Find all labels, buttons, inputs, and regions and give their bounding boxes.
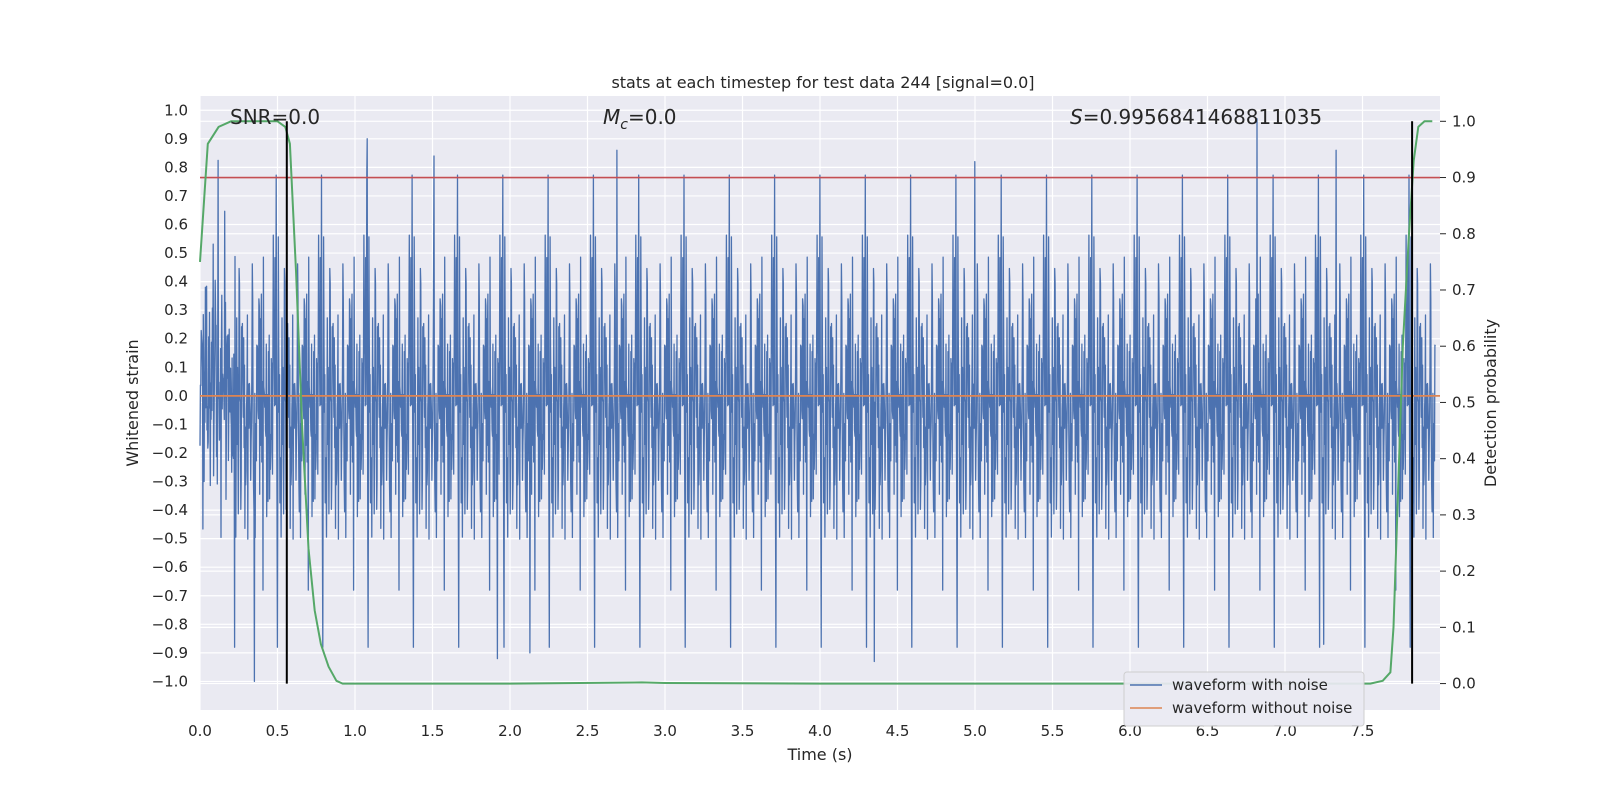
chirp-mass-annotation: Mc=0.0 <box>603 105 677 133</box>
x-tick-label: 2.5 <box>576 722 600 740</box>
mc-symbol: M <box>603 105 620 129</box>
y-tick-label: −0.3 <box>152 473 188 491</box>
y-tick-label: −0.2 <box>152 444 188 462</box>
x-tick-label: 2.0 <box>498 722 522 740</box>
y-axis-label: Whitened strain <box>123 339 142 466</box>
waveform-with-noise-series <box>199 118 1436 683</box>
y-tick-label: 0.5 <box>164 244 188 262</box>
score-annotation: S=0.9956841468811035 <box>1070 105 1322 129</box>
y2-tick-label: 0.9 <box>1452 169 1476 187</box>
s-symbol: S <box>1070 105 1083 129</box>
x-tick-label: 1.5 <box>421 722 445 740</box>
x-tick-label: 3.5 <box>731 722 755 740</box>
y2-tick-label: 0.6 <box>1452 337 1476 355</box>
legend-label-noise: waveform with noise <box>1172 676 1328 694</box>
x-tick-label: 0.5 <box>266 722 290 740</box>
overlay-lines <box>199 120 1440 685</box>
y-tick-label: 0.2 <box>164 330 188 348</box>
y2-tick-label: 0.0 <box>1452 675 1476 693</box>
x-tick-label: 5.0 <box>963 722 987 740</box>
y-tick-labels: 1.0 0.9 0.8 0.7 0.6 0.5 0.4 0.3 0.2 0.1 0.0 −0.1 −0.… <box>152 101 188 690</box>
x-tick-label: 3.0 <box>653 722 677 740</box>
legend: waveform with noise waveform without noi… <box>1123 671 1365 727</box>
y-tick-label: 0.4 <box>164 273 188 291</box>
y-tick-label: −0.1 <box>152 415 188 433</box>
x-axis-label: Time (s) <box>786 745 852 764</box>
y2-tick-labels: 1.0 0.9 0.8 0.7 0.6 0.5 0.4 0.3 0.2 0.1 0.0 <box>1440 112 1476 693</box>
y-tick-label: −0.6 <box>152 558 188 576</box>
legend-label-clean: waveform without noise <box>1172 699 1352 717</box>
y-tick-label: 0.7 <box>164 187 188 205</box>
y-tick-label: 1.0 <box>164 101 188 119</box>
y2-tick-label: 1.0 <box>1452 112 1476 130</box>
y-tick-label: −0.4 <box>152 501 188 519</box>
y-tick-label: −0.9 <box>152 644 188 662</box>
y-tick-label: 0.8 <box>164 158 188 176</box>
y2-axis-label: Detection probability <box>1481 319 1500 487</box>
detection-probability-line <box>199 120 1433 685</box>
chart-title: stats at each timestep for test data 244… <box>611 73 1034 92</box>
legend-box <box>1123 671 1365 727</box>
x-tick-label: 1.0 <box>343 722 367 740</box>
y2-tick-label: 0.4 <box>1452 450 1476 468</box>
y2-tick-label: 0.8 <box>1452 225 1476 243</box>
y2-tick-label: 0.2 <box>1452 562 1476 580</box>
y-tick-label: −1.0 <box>152 672 188 690</box>
y2-tick-label: 0.5 <box>1452 393 1476 411</box>
x-tick-label: 4.5 <box>886 722 910 740</box>
y-tick-label: 0.6 <box>164 216 188 234</box>
x-tick-label: 4.0 <box>808 722 832 740</box>
noise-trace <box>199 118 1436 683</box>
y-tick-label: 0.0 <box>164 387 188 405</box>
s-value: =0.9956841468811035 <box>1083 105 1322 129</box>
y-tick-label: 0.9 <box>164 130 188 148</box>
y-tick-label: 0.1 <box>164 358 188 376</box>
y2-tick-label: 0.3 <box>1452 506 1476 524</box>
y2-tick-label: 0.7 <box>1452 281 1476 299</box>
mc-subscript: c <box>620 117 628 133</box>
mc-value: =0.0 <box>628 105 677 129</box>
y2-tick-label: 0.1 <box>1452 618 1476 636</box>
snr-annotation: SNR=0.0 <box>230 105 320 129</box>
y-tick-label: −0.5 <box>152 530 188 548</box>
y-tick-label: 0.3 <box>164 301 188 319</box>
y-tick-label: −0.7 <box>152 587 188 605</box>
y-tick-label: −0.8 <box>152 615 188 633</box>
x-tick-label: 5.5 <box>1041 722 1065 740</box>
x-tick-label: 0.0 <box>188 722 212 740</box>
